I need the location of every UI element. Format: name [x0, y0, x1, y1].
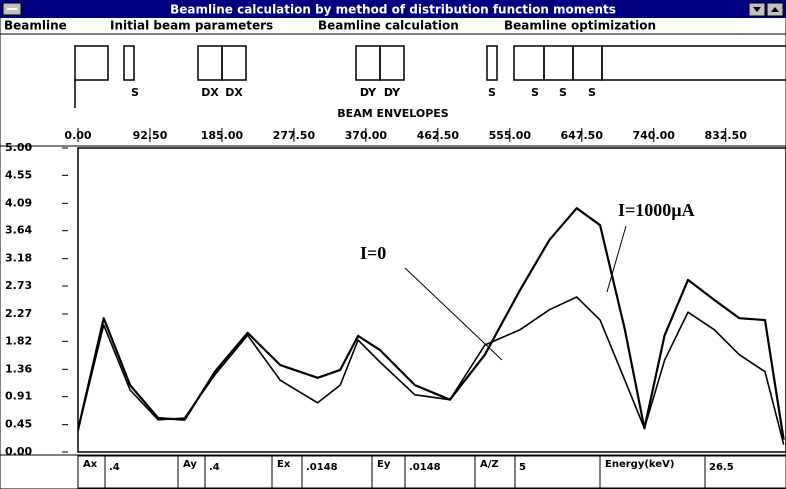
field-input[interactable]: [204, 455, 273, 489]
element-label: DX: [225, 86, 243, 99]
menu-item[interactable]: Initial beam parameters: [110, 19, 273, 33]
minimize-icon: [753, 7, 761, 12]
field-value: .4: [209, 462, 220, 473]
element-label: DY: [384, 86, 401, 99]
y-tick-label: 2.27: [5, 307, 32, 320]
field-label-box: [599, 455, 706, 489]
field-label-box: [371, 455, 406, 489]
menu-item[interactable]: Beamline calculation: [318, 19, 459, 33]
element-label: S: [559, 86, 567, 99]
parameter-fields: Ax .4 Ay .4 Ex .0148 Ey .0148 A/Z 5 Energy(keV) 26.…: [77, 455, 786, 489]
y-tick-label: 0.91: [5, 390, 32, 403]
element-box: [221, 45, 247, 81]
field-value: 26.5: [709, 462, 734, 473]
y-tick-label: 0.00: [5, 445, 32, 458]
element-label: S: [488, 86, 496, 99]
section-caption: BEAM ENVELOPES: [337, 107, 448, 120]
element-box: [486, 45, 498, 81]
menu-item[interactable]: Beamline: [4, 19, 67, 33]
field-label: Ex: [277, 459, 291, 470]
y-tick-label: 4.55: [5, 168, 32, 181]
element-label: DX: [201, 86, 219, 99]
field-label-box: [177, 455, 206, 489]
curve-annotation: I=1000µA: [618, 200, 695, 220]
field-label: Ax: [83, 459, 98, 470]
field-input[interactable]: [404, 455, 476, 489]
element-label: S: [531, 86, 539, 99]
field-input[interactable]: [301, 455, 373, 489]
field-label-box: [474, 455, 516, 489]
field-label: Ey: [377, 459, 391, 470]
title-bar: [0, 0, 786, 18]
beamline-scheme: [74, 45, 786, 108]
element-label: DY: [360, 86, 377, 99]
field-input[interactable]: [104, 455, 179, 489]
y-tick-label: 5.00: [5, 141, 32, 154]
field-input[interactable]: [704, 455, 786, 489]
annotation-leader: [606, 225, 627, 293]
field-label: Ay: [183, 459, 197, 470]
field-label-box: [271, 455, 303, 489]
y-tick-label: 0.45: [5, 418, 32, 431]
y-tick-label: 4.09: [5, 196, 32, 209]
field-value: .0148: [306, 462, 338, 473]
system-menu-icon: [7, 8, 17, 10]
element-box: [379, 45, 405, 81]
y-tick-label: 1.82: [5, 334, 32, 347]
field-value: 5: [519, 462, 526, 473]
element-box: [74, 45, 109, 81]
y-tick-label: 2.73: [5, 279, 32, 292]
field-label: A/Z: [480, 459, 499, 470]
element-label: S: [131, 86, 139, 99]
curves: [78, 207, 785, 445]
y-tick-label: 1.36: [5, 362, 32, 375]
field-label: Energy(keV): [605, 459, 674, 470]
field-value: .0148: [409, 462, 441, 473]
element-label: S: [588, 86, 596, 99]
curve-annotation: I=0: [360, 243, 386, 263]
maximize-icon: [771, 7, 779, 12]
menu-bar: Beamline Initial beam parameters Beamlin…: [4, 19, 656, 33]
y-tick-label: 3.64: [5, 224, 32, 237]
y-tick-label: 3.18: [5, 252, 32, 265]
menu-item[interactable]: Beamline optimization: [504, 19, 656, 33]
window-title: Beamline calculation by method of distri…: [170, 3, 616, 17]
field-input[interactable]: [514, 455, 601, 489]
element-box: [123, 45, 135, 81]
element-box: [601, 45, 786, 81]
curve: [78, 296, 785, 445]
field-value: .4: [109, 462, 120, 473]
